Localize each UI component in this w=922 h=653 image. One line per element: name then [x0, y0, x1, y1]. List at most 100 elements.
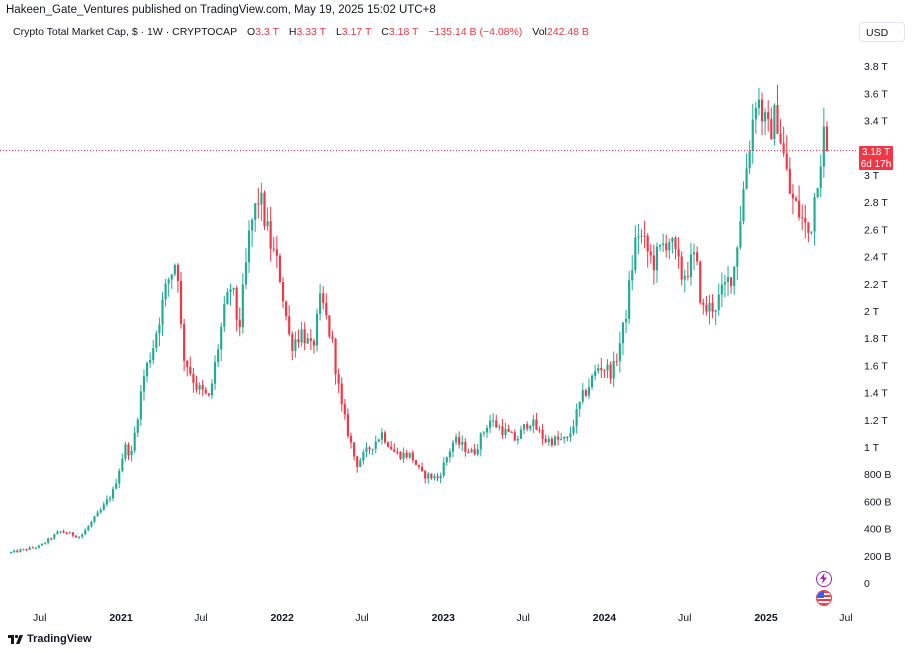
candle-body[interactable]	[813, 197, 816, 232]
candle-body[interactable]	[31, 547, 34, 549]
candle-body[interactable]	[179, 280, 183, 325]
candle-body[interactable]	[433, 476, 436, 479]
candle-body[interactable]	[139, 391, 142, 420]
candle-body[interactable]	[309, 338, 312, 341]
candle-body[interactable]	[325, 302, 328, 316]
candle-body[interactable]	[105, 499, 108, 505]
candle-body[interactable]	[822, 126, 825, 167]
candle-body[interactable]	[71, 532, 74, 536]
candle-body[interactable]	[297, 339, 300, 343]
candle-body[interactable]	[161, 299, 164, 325]
candle-body[interactable]	[278, 255, 282, 283]
candle-body[interactable]	[353, 442, 356, 457]
candle-body[interactable]	[810, 231, 813, 233]
candle-body[interactable]	[751, 119, 754, 152]
candle-body[interactable]	[81, 534, 84, 537]
candle-body[interactable]	[25, 549, 28, 551]
candle-body[interactable]	[628, 280, 631, 319]
candle-body[interactable]	[649, 251, 652, 256]
candle-body[interactable]	[495, 420, 498, 428]
candle-body[interactable]	[584, 390, 587, 396]
price-axis[interactable]: 3.8 T 3.6 T 3.4 T 3 T 2.8 T 2.6 T 2.4 T 2.2 T 2 …	[864, 61, 891, 590]
candle-body[interactable]	[56, 531, 59, 535]
candle-body[interactable]	[254, 203, 257, 220]
candle-body[interactable]	[9, 552, 13, 554]
candle-body[interactable]	[637, 236, 640, 238]
candle-body[interactable]	[711, 302, 714, 312]
candle-body[interactable]	[312, 340, 316, 346]
candle-body[interactable]	[807, 222, 810, 233]
candle-body[interactable]	[28, 547, 31, 550]
candle-body[interactable]	[294, 339, 297, 351]
lightning-bolt-icon[interactable]	[816, 571, 832, 587]
candle-body[interactable]	[590, 375, 594, 388]
candle-body[interactable]	[213, 362, 217, 384]
candle-body[interactable]	[201, 384, 204, 390]
candle-body[interactable]	[430, 473, 433, 479]
candle-body[interactable]	[263, 192, 266, 227]
candle-body[interactable]	[538, 429, 541, 431]
candle-body[interactable]	[621, 322, 625, 344]
candle-body[interactable]	[84, 530, 87, 535]
candle-body[interactable]	[569, 433, 572, 438]
candle-body[interactable]	[269, 221, 272, 249]
candle-body[interactable]	[689, 254, 693, 277]
candle-body[interactable]	[393, 449, 396, 452]
candle-body[interactable]	[142, 376, 146, 392]
candle-body[interactable]	[634, 237, 637, 271]
candle-body[interactable]	[238, 319, 241, 328]
candle-body[interactable]	[541, 429, 544, 439]
candle-body[interactable]	[50, 538, 53, 540]
candle-body[interactable]	[356, 456, 359, 467]
candle-body[interactable]	[773, 104, 776, 140]
candle-body[interactable]	[733, 266, 736, 287]
candle-body[interactable]	[244, 262, 248, 285]
candle-body[interactable]	[513, 432, 516, 441]
candle-body[interactable]	[226, 292, 229, 305]
candle-body[interactable]	[609, 364, 612, 379]
candle-body[interactable]	[587, 387, 591, 396]
candle-body[interactable]	[458, 437, 461, 445]
candle-body[interactable]	[507, 428, 510, 432]
candle-body[interactable]	[745, 168, 748, 189]
candle-body[interactable]	[207, 393, 210, 396]
candle-body[interactable]	[702, 302, 705, 305]
candle-body[interactable]	[390, 446, 393, 450]
time-axis[interactable]: Jul 2021 Jul 2022 Jul 2023 Jul 2024 Jul 2025 Jul	[33, 612, 853, 624]
candle-body[interactable]	[189, 366, 192, 374]
candle-body[interactable]	[152, 348, 155, 361]
candle-body[interactable]	[59, 531, 62, 533]
candle-body[interactable]	[288, 316, 291, 335]
candle-body[interactable]	[331, 336, 334, 339]
candle-body[interactable]	[337, 374, 340, 384]
candle-body[interactable]	[93, 516, 96, 522]
candle-body[interactable]	[439, 475, 442, 479]
candle-body[interactable]	[164, 283, 167, 300]
candle-body[interactable]	[257, 203, 260, 205]
candle-body[interactable]	[501, 426, 504, 436]
candle-body[interactable]	[804, 217, 807, 223]
candle-body[interactable]	[349, 435, 353, 443]
candle-body[interactable]	[319, 293, 322, 314]
candle-body[interactable]	[504, 428, 507, 436]
candle-body[interactable]	[779, 133, 782, 144]
candle-body[interactable]	[522, 424, 526, 430]
candle-body[interactable]	[615, 360, 618, 362]
candle-body[interactable]	[470, 449, 473, 453]
candle-body[interactable]	[368, 447, 371, 450]
candle-body[interactable]	[686, 276, 689, 278]
candle-body[interactable]	[665, 243, 668, 251]
candle-body[interactable]	[303, 329, 306, 344]
candle-body[interactable]	[65, 532, 68, 534]
candle-body[interactable]	[306, 338, 309, 344]
candle-body[interactable]	[121, 458, 124, 471]
candle-body[interactable]	[195, 382, 198, 390]
candle-body[interactable]	[575, 408, 578, 427]
candle-body[interactable]	[210, 383, 214, 396]
candle-body[interactable]	[220, 326, 223, 350]
candle-body[interactable]	[281, 282, 285, 302]
candle-body[interactable]	[102, 504, 105, 510]
candle-body[interactable]	[417, 464, 421, 467]
candle-body[interactable]	[553, 436, 557, 446]
candle-body[interactable]	[300, 329, 303, 343]
